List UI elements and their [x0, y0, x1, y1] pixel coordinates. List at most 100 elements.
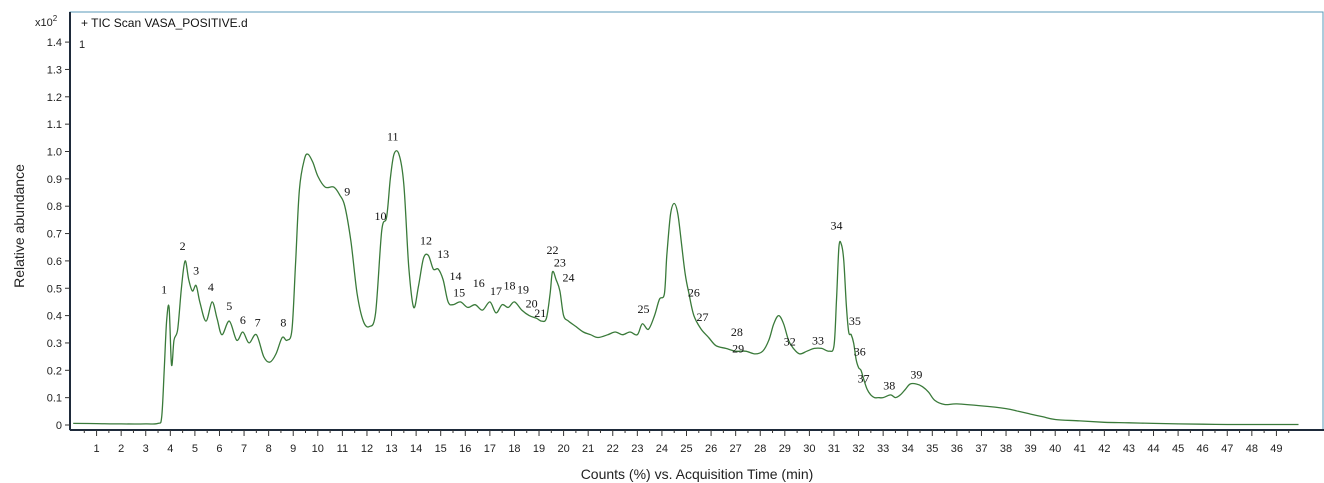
x-tick-label: 45 — [1172, 443, 1184, 455]
y-tick-label: 0.2 — [47, 365, 62, 377]
x-tick-label: 31 — [828, 443, 840, 455]
x-tick-label: 43 — [1123, 443, 1135, 455]
peak-label-11: 11 — [387, 130, 399, 144]
peak-label-22: 22 — [547, 243, 559, 257]
x-tick-label: 6 — [216, 443, 222, 455]
peak-label-36: 36 — [854, 344, 866, 358]
peak-label-10: 10 — [374, 209, 386, 223]
peak-label-8: 8 — [280, 316, 286, 330]
y-tick-label: 0.7 — [47, 229, 62, 241]
x-tick-label: 32 — [852, 443, 864, 455]
y-tick-label: 1.1 — [47, 119, 62, 131]
peak-label-1: 1 — [161, 283, 167, 297]
peak-label-21: 21 — [534, 306, 546, 320]
x-tick-label: 10 — [312, 443, 324, 455]
peak-label-34: 34 — [830, 218, 842, 232]
peak-label-39: 39 — [910, 368, 922, 382]
y-multiplier-label: x102 — [35, 14, 58, 29]
x-tick-label: 34 — [902, 443, 914, 455]
y-tick-label: 0.1 — [47, 393, 62, 405]
x-tick-label: 29 — [779, 443, 791, 455]
x-tick-label: 9 — [290, 443, 296, 455]
peak-label-13: 13 — [437, 247, 449, 261]
x-tick-label: 3 — [143, 443, 149, 455]
peak-label-14: 14 — [449, 269, 461, 283]
peak-label-29: 29 — [732, 342, 744, 356]
x-tick-label: 22 — [607, 443, 619, 455]
x-tick-label: 39 — [1024, 443, 1036, 455]
x-tick-label: 36 — [951, 443, 963, 455]
y-tick-label: 0.4 — [47, 311, 62, 323]
peak-label-19: 19 — [517, 283, 529, 297]
peak-label-38: 38 — [883, 378, 895, 392]
y-tick-label: 0.3 — [47, 338, 62, 350]
y-multiplier-exponent: 2 — [53, 14, 58, 23]
corner-peak-label: 1 — [79, 39, 85, 51]
y-tick-label: 0 — [56, 420, 62, 432]
x-tick-label: 2 — [118, 443, 124, 455]
x-tick-label: 1 — [94, 443, 100, 455]
peak-label-20: 20 — [526, 296, 538, 310]
scan-title: + TIC Scan VASA_POSITIVE.d — [81, 16, 248, 30]
x-tick-label: 19 — [533, 443, 545, 455]
x-tick-label: 15 — [435, 443, 447, 455]
peak-label-12: 12 — [420, 233, 432, 247]
peak-label-5: 5 — [226, 299, 232, 313]
x-tick-label: 11 — [337, 443, 348, 455]
x-tick-label: 20 — [557, 443, 569, 455]
x-tick-label: 41 — [1074, 443, 1086, 455]
peak-label-24: 24 — [563, 270, 575, 284]
x-tick-label: 12 — [361, 443, 373, 455]
tic-series-line — [73, 150, 1299, 426]
peak-label-33: 33 — [812, 333, 824, 347]
x-tick-label: 5 — [192, 443, 198, 455]
x-tick-label: 25 — [680, 443, 692, 455]
y-tick-label: 0.5 — [47, 283, 62, 295]
peak-label-6: 6 — [240, 313, 246, 327]
x-tick-label: 33 — [877, 443, 889, 455]
y-tick-label: 1.4 — [47, 37, 62, 49]
x-tick-label: 21 — [582, 443, 594, 455]
peak-label-18: 18 — [504, 279, 516, 293]
y-tick-label: 1.0 — [47, 147, 62, 159]
x-tick-label: 37 — [975, 443, 987, 455]
x-tick-label: 27 — [730, 443, 742, 455]
peak-label-28: 28 — [731, 325, 743, 339]
x-tick-label: 47 — [1221, 443, 1233, 455]
x-axis-ticks: 1 2 3 4 5 6 7 8 9 10 11 12 13 14 15 16 17 18 19 20 21 22 23 24 2… — [83, 430, 1290, 455]
peak-label-35: 35 — [849, 314, 861, 328]
x-tick-label: 38 — [1000, 443, 1012, 455]
x-tick-label: 40 — [1049, 443, 1061, 455]
x-tick-label: 4 — [167, 443, 173, 455]
peak-label-26: 26 — [688, 285, 700, 299]
x-axis-title: Counts (%) vs. Acquisition Time (min) — [581, 466, 814, 482]
peak-label-3: 3 — [193, 264, 199, 278]
peak-label-2: 2 — [180, 239, 186, 253]
x-tick-label: 14 — [410, 443, 422, 455]
y-multiplier-base: x10 — [35, 17, 53, 29]
x-tick-label: 44 — [1147, 443, 1159, 455]
peak-label-4: 4 — [208, 280, 214, 294]
peak-label-27: 27 — [696, 310, 708, 324]
peak-label-9: 9 — [344, 184, 350, 198]
x-tick-label: 42 — [1098, 443, 1110, 455]
y-tick-label: 0.6 — [47, 256, 62, 268]
x-tick-label: 23 — [631, 443, 643, 455]
x-tick-label: 35 — [926, 443, 938, 455]
peak-label-15: 15 — [453, 285, 465, 299]
peak-label-7: 7 — [255, 316, 261, 330]
x-tick-label: 16 — [459, 443, 471, 455]
x-tick-label: 26 — [705, 443, 717, 455]
x-tick-label: 13 — [385, 443, 397, 455]
x-tick-label: 17 — [484, 443, 496, 455]
x-tick-label: 8 — [266, 443, 272, 455]
x-tick-label: 46 — [1197, 443, 1209, 455]
peak-label-23: 23 — [554, 255, 566, 269]
y-tick-label: 1.3 — [47, 64, 62, 76]
peak-label-16: 16 — [473, 276, 485, 290]
peak-label-37: 37 — [857, 372, 869, 386]
x-tick-label: 30 — [803, 443, 815, 455]
y-axis-ticks: 0 0.1 0.2 0.3 0.4 0.5 0.6 0.7 0.8 0.9 1.0 1.1 1.2 1.3… — [47, 37, 70, 432]
